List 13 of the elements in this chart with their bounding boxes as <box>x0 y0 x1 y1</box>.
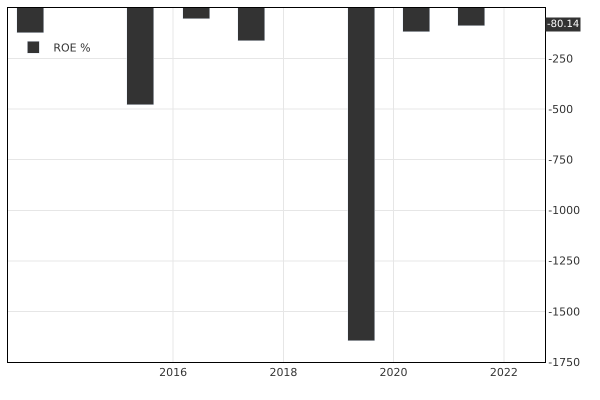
x-tick-label: 2016 <box>159 366 188 380</box>
y-tick-label: -500 <box>548 102 574 116</box>
y-tick-label: -750 <box>548 154 574 167</box>
legend-label: ROE % <box>53 42 91 55</box>
annotation: -80.14 <box>547 19 580 30</box>
x-tick-label: 2022 <box>490 366 518 380</box>
y-tick-label: -250 <box>548 52 574 66</box>
y-tick-label: -1750 <box>548 356 580 369</box>
y-tick-label: -1250 <box>548 254 580 268</box>
y-tick-label: -1500 <box>548 305 580 318</box>
x-tick-label: 2020 <box>380 366 408 380</box>
y-tick-label: -1000 <box>548 204 580 218</box>
x-tick-label: 2018 <box>269 366 298 380</box>
